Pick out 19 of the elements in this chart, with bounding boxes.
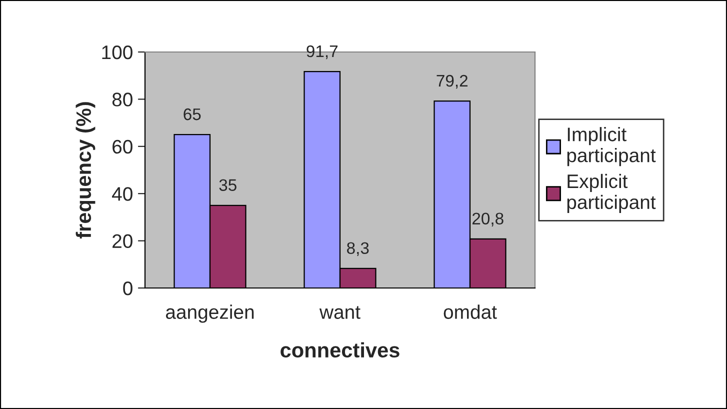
- y-tick-label: 20: [112, 234, 132, 248]
- legend-label: Explicit participant: [567, 174, 656, 213]
- y-tick-label: 40: [112, 187, 132, 201]
- y-tick-label: 100: [102, 45, 132, 60]
- legend-label: Implicit participant: [567, 127, 656, 166]
- data-label: 65: [184, 108, 201, 120]
- x-axis-title: connectives: [280, 342, 400, 358]
- y-axis-title: frequency (%): [76, 102, 96, 239]
- y-tick-label: 60: [112, 140, 132, 154]
- data-label: 35: [219, 179, 236, 191]
- data-label: 20,8: [472, 212, 504, 226]
- data-label: 8,3: [347, 242, 369, 256]
- x-tick-label: want: [319, 306, 360, 319]
- data-label: 79,2: [436, 74, 468, 89]
- y-tick-label: 80: [112, 92, 132, 106]
- y-tick-label: 0: [123, 281, 132, 296]
- x-tick-label: aangezien: [166, 304, 254, 323]
- data-label: 91,7: [306, 45, 338, 60]
- x-tick-label: omdat: [444, 304, 497, 319]
